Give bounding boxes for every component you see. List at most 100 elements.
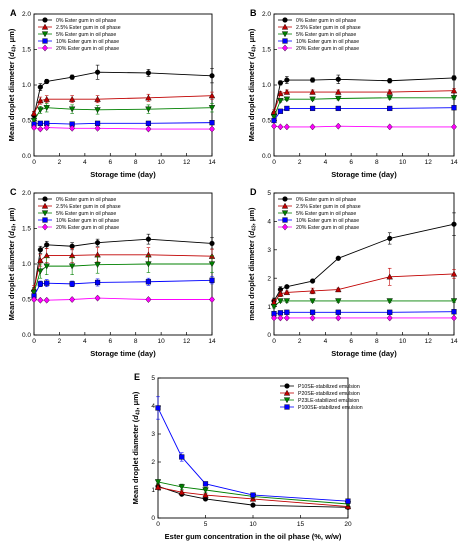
y-tick-label: 1 (267, 304, 271, 311)
legend-marker (42, 223, 48, 231)
data-point (250, 492, 256, 498)
data-point (250, 502, 256, 508)
x-tick-label: 12 (425, 159, 433, 166)
y-tick-label: 2.0 (262, 11, 271, 18)
y-tick-label: 2 (151, 459, 155, 466)
legend-label: 0% Ester gum in oil phase (296, 18, 356, 24)
y-axis-title-subscript: 43 (136, 409, 142, 415)
legend-label: P20SE-stabilized emulsion (298, 391, 360, 397)
legend-label: 20% Ester gum in oil phase (296, 46, 359, 52)
y-tick-label: 1.0 (22, 82, 31, 89)
data-point (309, 88, 316, 95)
data-point (309, 298, 316, 305)
legend-marker (42, 217, 48, 223)
legend-label: 5% Ester gum in oil phase (296, 211, 356, 217)
x-tick-label: 10 (158, 338, 166, 345)
series-3 (30, 103, 216, 124)
data-point (208, 261, 216, 268)
data-point (309, 123, 316, 131)
y-axis-title-tail: , μm) (7, 207, 16, 225)
data-point (37, 296, 44, 304)
data-point (277, 80, 284, 86)
data-point (145, 279, 152, 285)
series-2 (30, 91, 216, 117)
data-point (209, 277, 215, 283)
legend-label: 10% Ester gum in oil phase (296, 39, 359, 45)
series-line (33, 297, 212, 301)
data-point (94, 69, 101, 75)
data-point (30, 117, 38, 124)
data-point (277, 314, 284, 322)
series-line (273, 223, 455, 302)
panel-letter: D (250, 187, 257, 197)
data-point (451, 221, 457, 227)
x-tick-label: 2 (58, 159, 62, 166)
series-line (273, 107, 455, 121)
data-point (451, 309, 457, 315)
legend-label: 0% Ester gum in oil phase (56, 197, 116, 203)
data-point (94, 124, 101, 132)
data-point (154, 479, 162, 486)
x-tick-label: 14 (450, 338, 458, 345)
y-tick-label: 0 (151, 515, 155, 522)
data-point (37, 120, 43, 126)
data-point (271, 122, 277, 130)
data-point (284, 284, 290, 290)
data-point (37, 125, 44, 133)
data-point (208, 105, 216, 112)
data-point (309, 287, 316, 294)
series-line (33, 122, 213, 125)
x-tick-label: 0 (32, 338, 36, 345)
series-2 (270, 87, 458, 115)
y-axis-title-subscript: 43 (252, 46, 258, 52)
data-point (335, 309, 341, 315)
chart-panel-c: C 0 2 4 6 8 10 12 14 0.0 0.5 1.0 1.5 2.0 Storage time … (7, 187, 216, 358)
data-point (387, 105, 393, 112)
y-tick-label: 0.5 (22, 118, 31, 125)
x-tick-label: 0 (272, 159, 276, 166)
chart-panel-e: E 0 5 10 15 20 0 1 2 3 4 5 Ester gum concentration i… (131, 372, 363, 541)
data-point (284, 105, 290, 112)
data-point (43, 105, 50, 112)
y-axis-title-main: mean droplet diameter ( (247, 235, 256, 321)
data-point (387, 78, 393, 84)
data-point (37, 247, 43, 253)
data-point (178, 484, 185, 491)
y-tick-label: 1 (151, 487, 155, 494)
y-axis-title: Mean droplet diameter (d43, μm) (247, 28, 258, 141)
data-point (37, 268, 44, 275)
data-point (335, 95, 342, 102)
x-tick-label: 20 (344, 521, 352, 528)
legend-marker (282, 38, 288, 44)
x-tick-label: 8 (375, 338, 379, 345)
series-2 (30, 247, 216, 293)
legend-marker (281, 31, 289, 38)
series-4 (31, 276, 215, 299)
data-point (335, 76, 341, 82)
data-point (69, 243, 75, 249)
data-point (335, 314, 342, 322)
x-axis-title: Storage time (day) (90, 170, 156, 179)
data-point (44, 242, 50, 248)
x-tick-label: 14 (208, 159, 216, 166)
data-point (145, 125, 152, 133)
legend-marker (41, 202, 49, 209)
data-point (451, 123, 457, 131)
data-point (277, 90, 284, 97)
legend-label: 2.5% Ester gum in oil phase (296, 204, 361, 210)
y-axis-title-symbol: d (7, 231, 16, 236)
x-tick-label: 12 (183, 338, 191, 345)
data-point (271, 117, 277, 124)
y-axis-title-subscript: 43 (12, 46, 18, 52)
data-point (44, 280, 50, 286)
series-line (33, 127, 212, 130)
x-tick-label: 4 (324, 338, 328, 345)
y-tick-label: 4 (267, 219, 271, 226)
data-point (284, 309, 290, 315)
x-axis-title: Storage time (day) (331, 349, 397, 358)
y-tick-label: 2.0 (22, 11, 31, 18)
x-tick-label: 2 (298, 338, 302, 345)
x-tick-label: 6 (108, 159, 112, 166)
data-point (179, 454, 185, 460)
